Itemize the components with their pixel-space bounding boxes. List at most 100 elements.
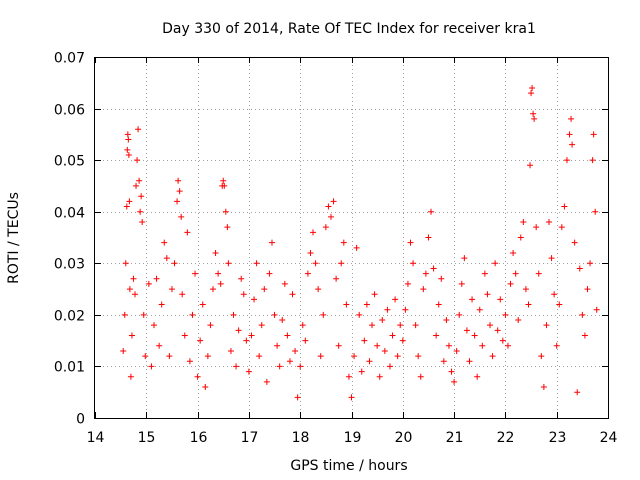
data-point xyxy=(551,291,557,297)
data-point xyxy=(315,286,321,292)
data-point xyxy=(343,302,349,308)
data-point xyxy=(538,353,544,359)
data-point xyxy=(423,271,429,277)
x-tick-label: 18 xyxy=(292,430,310,446)
data-point xyxy=(243,338,249,344)
data-point xyxy=(487,322,493,328)
data-point xyxy=(323,224,329,230)
data-point xyxy=(220,178,226,184)
data-point xyxy=(138,193,144,199)
data-point xyxy=(346,374,352,380)
data-point xyxy=(387,363,393,369)
data-point xyxy=(164,255,170,261)
data-point xyxy=(233,363,239,369)
data-point xyxy=(277,363,283,369)
y-tick-label: 0.02 xyxy=(54,309,85,325)
data-point xyxy=(579,312,585,318)
data-point xyxy=(292,348,298,354)
data-point xyxy=(592,209,598,215)
x-axis-label: GPS time / hours xyxy=(290,458,407,474)
data-point xyxy=(210,286,216,292)
data-point xyxy=(527,162,533,168)
data-point xyxy=(438,276,444,282)
data-point xyxy=(333,276,339,282)
roti-scatter-chart: Day 330 of 2014, Rate Of TEC Index for r… xyxy=(0,0,640,480)
data-point xyxy=(374,343,380,349)
data-point xyxy=(533,224,539,230)
data-point xyxy=(369,322,375,328)
data-point xyxy=(413,322,419,328)
data-point xyxy=(518,235,524,241)
x-tick-label: 23 xyxy=(549,430,567,446)
data-point xyxy=(384,307,390,313)
x-tick-label: 21 xyxy=(446,430,464,446)
data-point xyxy=(484,291,490,297)
data-point xyxy=(520,219,526,225)
data-point xyxy=(213,250,219,256)
data-point xyxy=(561,204,567,210)
data-point xyxy=(564,157,570,163)
data-point xyxy=(195,374,201,380)
data-point xyxy=(464,327,470,333)
data-point xyxy=(549,255,555,261)
data-point xyxy=(536,271,542,277)
data-point xyxy=(136,178,142,184)
data-point xyxy=(469,296,475,302)
data-point xyxy=(266,271,272,277)
data-point xyxy=(274,343,280,349)
data-point xyxy=(590,157,596,163)
data-point xyxy=(184,229,190,235)
data-point xyxy=(328,214,334,220)
data-point xyxy=(139,219,145,225)
data-point xyxy=(402,307,408,313)
data-point xyxy=(282,281,288,287)
data-point xyxy=(207,322,213,328)
data-point xyxy=(300,322,306,328)
data-point xyxy=(272,312,278,318)
data-point xyxy=(338,260,344,266)
data-point xyxy=(130,276,136,282)
y-tick-label: 0.03 xyxy=(54,257,85,273)
data-point xyxy=(135,126,141,132)
data-point xyxy=(497,296,503,302)
data-point xyxy=(132,291,138,297)
x-tick-label: 22 xyxy=(497,430,515,446)
data-point xyxy=(492,260,498,266)
data-point xyxy=(572,240,578,246)
data-point xyxy=(591,131,597,137)
data-point xyxy=(541,384,547,390)
x-tick-label: 19 xyxy=(344,430,362,446)
data-point xyxy=(495,327,501,333)
data-point xyxy=(567,131,573,137)
data-point xyxy=(515,317,521,323)
data-point xyxy=(568,116,574,122)
data-point xyxy=(582,332,588,338)
data-point xyxy=(428,209,434,215)
data-point xyxy=(395,353,401,359)
data-point xyxy=(120,348,126,354)
data-point xyxy=(508,281,514,287)
data-point xyxy=(325,204,331,210)
data-point xyxy=(238,276,244,282)
data-point xyxy=(126,152,132,158)
data-point xyxy=(295,394,301,400)
chart-title: Day 330 of 2014, Rate Of TEC Index for r… xyxy=(162,21,536,37)
x-tick-label: 20 xyxy=(395,430,413,446)
plot-frame xyxy=(95,58,609,419)
data-point xyxy=(124,147,130,153)
x-tick-label: 15 xyxy=(138,430,156,446)
data-point xyxy=(307,250,313,256)
data-point xyxy=(502,312,508,318)
data-point xyxy=(148,363,154,369)
data-point xyxy=(482,271,488,277)
data-point xyxy=(123,260,129,266)
data-point xyxy=(554,343,560,349)
data-point xyxy=(205,353,211,359)
data-point xyxy=(474,374,480,380)
data-point xyxy=(431,265,437,271)
data-point xyxy=(128,374,134,380)
data-point xyxy=(587,260,593,266)
data-point xyxy=(331,198,337,204)
data-point xyxy=(574,389,580,395)
data-point xyxy=(125,131,131,137)
